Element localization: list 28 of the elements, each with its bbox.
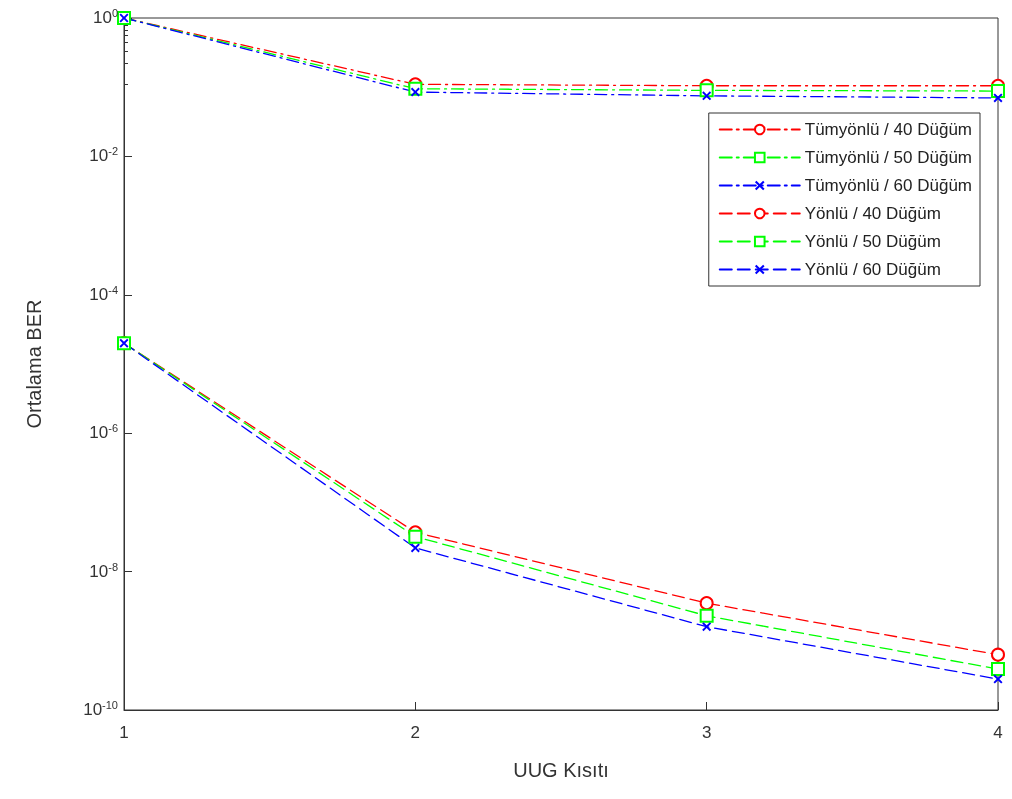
y-tick-label: 10$^{-6}$: [89, 422, 118, 445]
y-tick-label: 10$^{0}$: [92, 7, 118, 29]
point: [991, 647, 1005, 662]
legend-label: Tümyönlü / 40 Düğüm: [804, 120, 973, 139]
point: [993, 674, 1003, 684]
point: [702, 91, 712, 101]
y-tick-label: 10$^{-8}$: [89, 560, 118, 583]
x-tick-label: 2: [410, 723, 421, 742]
legend-label: Tümyönlü / 60 Düğüm: [804, 176, 973, 195]
x-tick-label: 1: [119, 723, 129, 742]
x-tick-label: 4: [993, 723, 1003, 742]
legend-label: Yönlü / 40 Düğüm: [804, 204, 941, 223]
point: [408, 529, 423, 544]
point: [991, 662, 1005, 677]
point: [699, 596, 714, 611]
y-tick-label: 10$^{-4}$: [89, 283, 118, 306]
point: [410, 543, 420, 553]
y-tick-label: 10$^{-2}$: [89, 145, 118, 168]
legend-label: Yönlü / 60 Düğüm: [804, 260, 941, 279]
y-axis-title: Ortalama BER: [23, 299, 45, 429]
x-axis-title: UUG Kısıtı: [513, 759, 609, 781]
x-tick-label: 3: [701, 723, 712, 742]
point: [993, 93, 1003, 103]
point: [702, 622, 712, 632]
point: [699, 608, 714, 623]
legend-label: Yönlü / 50 Düğüm: [804, 232, 941, 251]
legend-label: Tümyönlü / 50 Düğüm: [804, 148, 973, 167]
y-tick-label: 10$^{-10}$: [83, 699, 118, 721]
